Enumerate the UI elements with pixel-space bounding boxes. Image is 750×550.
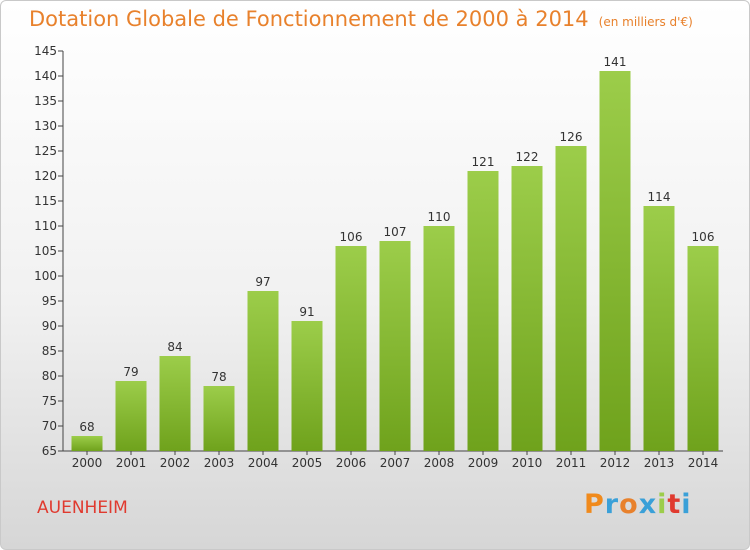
data-label: 97 <box>255 275 270 289</box>
bar <box>555 146 587 451</box>
bar <box>115 381 147 451</box>
x-tick-label: 2006 <box>336 456 367 470</box>
y-tick-label: 105 <box>34 244 57 258</box>
x-tick-label: 2010 <box>512 456 543 470</box>
bar <box>643 206 675 451</box>
bar <box>159 356 191 451</box>
bar <box>247 291 279 451</box>
data-label: 106 <box>340 230 363 244</box>
x-tick-label: 2009 <box>468 456 499 470</box>
x-tick-label: 2005 <box>292 456 323 470</box>
y-tick-label: 110 <box>34 219 57 233</box>
y-tick-label: 65 <box>42 444 57 458</box>
bar <box>467 171 499 451</box>
data-label: 126 <box>560 130 583 144</box>
y-tick-label: 130 <box>34 119 57 133</box>
data-label: 68 <box>79 420 94 434</box>
y-tick-label: 115 <box>34 194 57 208</box>
bar <box>379 241 411 451</box>
x-tick-labels: 2000 2001 2002 2003 2004 2005 2006 2007 2008 2009… <box>72 456 719 470</box>
y-tick-label: 80 <box>42 369 57 383</box>
x-tick-label: 2013 <box>644 456 675 470</box>
logo-letter: P <box>584 489 605 520</box>
y-tick-label: 70 <box>42 419 57 433</box>
commune-name: AUENHEIM <box>37 498 128 518</box>
x-tick-label: 2002 <box>160 456 191 470</box>
data-label: 84 <box>167 340 182 354</box>
bar <box>687 246 719 451</box>
y-tick-label: 145 <box>34 44 57 58</box>
y-tick-labels: 65 70 75 80 85 90 95 100 105 110 115 120 125 130 135 14… <box>34 44 57 458</box>
chart-title: Dotation Globale de Fonctionnement de 20… <box>29 7 693 31</box>
bar <box>335 246 367 451</box>
data-label: 79 <box>123 365 138 379</box>
data-label: 78 <box>211 370 226 384</box>
title-main: Dotation Globale de Fonctionnement de 20… <box>29 7 589 31</box>
x-tick-label: 2012 <box>600 456 631 470</box>
y-tick-label: 95 <box>42 294 57 308</box>
bar <box>71 436 103 451</box>
y-tick-label: 75 <box>42 394 57 408</box>
data-labels: 68 79 84 78 97 91 106 107 110 121 122 126 141 114 106 <box>79 55 714 434</box>
x-tick-label: 2001 <box>116 456 147 470</box>
logo-letter: x <box>638 489 658 520</box>
y-tick-label: 100 <box>34 269 57 283</box>
logo-letter: r <box>604 489 620 520</box>
bar <box>599 71 631 451</box>
y-tick-label: 90 <box>42 319 57 333</box>
data-label: 122 <box>516 150 539 164</box>
bars <box>71 71 719 451</box>
x-tick-label: 2014 <box>688 456 719 470</box>
data-label: 107 <box>384 225 407 239</box>
data-label: 141 <box>604 55 627 69</box>
data-label: 110 <box>428 210 451 224</box>
x-tick-label: 2004 <box>248 456 279 470</box>
logo-letter: i <box>681 489 692 520</box>
y-tick-label: 125 <box>34 144 57 158</box>
x-tick-label: 2003 <box>204 456 235 470</box>
y-tick-label: 85 <box>42 344 57 358</box>
data-label: 114 <box>648 190 671 204</box>
bar <box>511 166 543 451</box>
y-tick-label: 140 <box>34 69 57 83</box>
data-label: 91 <box>299 305 314 319</box>
bar <box>203 386 235 451</box>
y-tick-label: 120 <box>34 169 57 183</box>
proxiti-logo[interactable]: Proxiti <box>584 489 692 520</box>
x-tick-label: 2000 <box>72 456 103 470</box>
logo-letter: i <box>657 489 668 520</box>
y-tick-label: 135 <box>34 94 57 108</box>
title-unit: (en milliers d'€) <box>598 15 693 29</box>
bar <box>291 321 323 451</box>
data-label: 121 <box>472 155 495 169</box>
logo-letter: o <box>619 489 639 520</box>
logo-letter: t <box>667 489 682 520</box>
data-label: 106 <box>692 230 715 244</box>
x-tick-label: 2011 <box>556 456 587 470</box>
x-tick-label: 2007 <box>380 456 411 470</box>
x-tick-label: 2008 <box>424 456 455 470</box>
bar <box>423 226 455 451</box>
